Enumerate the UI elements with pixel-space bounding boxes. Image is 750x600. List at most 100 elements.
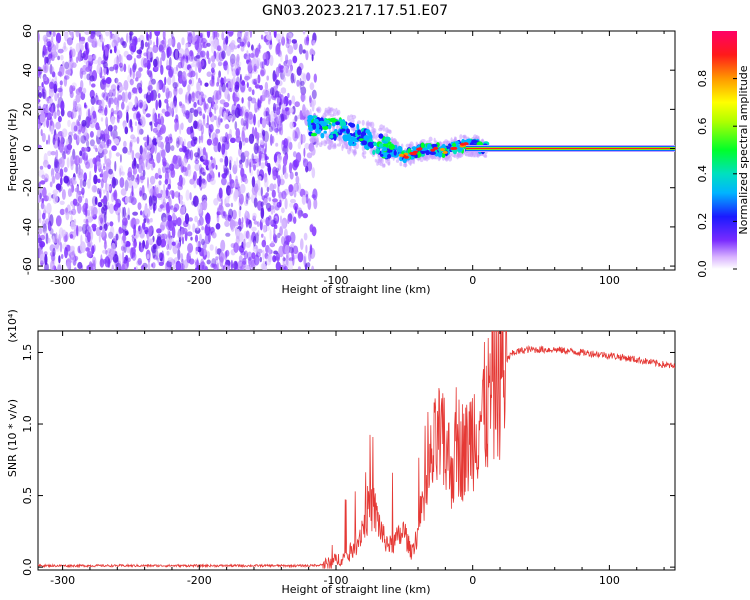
noise-blob: [69, 246, 76, 258]
noise-blob: [292, 129, 295, 140]
noise-blob: [63, 175, 69, 184]
signal-halo: [354, 145, 357, 150]
noise-blob: [217, 61, 223, 67]
noise-blob: [236, 37, 242, 43]
noise-blob: [142, 222, 146, 230]
noise-blob: [140, 265, 146, 270]
noise-blob: [172, 212, 176, 221]
signal-peak: [409, 151, 415, 155]
noise-blob: [168, 56, 172, 69]
noise-blob: [309, 95, 312, 104]
noise-blob: [87, 216, 93, 223]
noise-blob: [216, 45, 221, 52]
noise-blob: [156, 81, 160, 94]
noise-blob: [276, 107, 281, 116]
noise-blob: [90, 231, 94, 241]
noise-blob: [210, 177, 216, 186]
noise-blob: [275, 33, 282, 42]
noise-blob: [120, 36, 124, 43]
noise-blob: [220, 239, 226, 252]
noise-blob: [224, 140, 230, 150]
noise-blob: [251, 78, 257, 85]
noise-blob: [231, 103, 237, 115]
noise-blob: [66, 257, 72, 270]
noise-blob: [89, 75, 95, 82]
noise-blob: [63, 41, 67, 50]
noise-blob: [113, 235, 116, 242]
noise-blob: [85, 203, 89, 210]
noise-blob: [96, 129, 101, 138]
noise-blob: [309, 243, 313, 255]
noise-blob: [152, 243, 157, 250]
noise-blob: [302, 49, 306, 54]
noise-blob: [99, 187, 103, 192]
signal-halo: [425, 140, 431, 144]
noise-blob: [142, 169, 146, 177]
snr-axes: -300 -200 -100 0 100 0.0 0.5 1.0 1.5: [21, 331, 675, 587]
noise-blob: [91, 223, 97, 229]
noise-blob: [230, 202, 234, 208]
noise-blob: [280, 173, 284, 181]
noise-blob: [284, 244, 290, 255]
noise-blob: [142, 136, 149, 141]
noise-blob: [185, 149, 192, 160]
noise-blob: [114, 77, 119, 84]
noise-blob: [38, 90, 40, 96]
noise-blob: [61, 254, 64, 259]
noise-blob: [130, 45, 134, 55]
noise-blob: [225, 232, 231, 237]
signal-halo: [386, 158, 391, 166]
noise-blob: [137, 225, 143, 235]
noise-blob: [57, 185, 63, 192]
noise-blob: [259, 256, 262, 263]
noise-blob: [216, 117, 221, 128]
noise-blob: [284, 172, 289, 180]
noise-blob: [164, 98, 169, 104]
noise-blob: [179, 194, 183, 202]
signal-halo: [409, 160, 412, 166]
noise-blob: [212, 263, 217, 269]
noise-blob: [268, 218, 274, 226]
noise-blob: [193, 180, 197, 189]
noise-blob: [177, 248, 181, 261]
signal-core: [351, 136, 356, 141]
noise-blob: [287, 45, 294, 55]
noise-blob: [103, 243, 108, 249]
noise-blob: [289, 107, 294, 113]
noise-blob: [313, 73, 317, 83]
noise-blob: [114, 160, 117, 172]
noise-blob: [138, 87, 143, 94]
noise-blob: [248, 133, 255, 144]
noise-blob: [99, 213, 102, 224]
noise-blob: [102, 149, 105, 158]
noise-blob: [294, 206, 297, 214]
noise-blob: [176, 42, 181, 51]
noise-blob: [198, 175, 202, 188]
noise-blob: [85, 218, 89, 227]
noise-blob: [300, 80, 305, 86]
noise-blob: [86, 140, 90, 148]
noise-blob: [101, 83, 104, 90]
noise-blob: [230, 259, 233, 270]
noise-blob: [63, 145, 69, 154]
spectrogram-content: [38, 31, 675, 270]
noise-blob: [305, 50, 309, 61]
noise-blob: [108, 149, 112, 160]
noise-blob: [235, 68, 240, 76]
noise-blob: [299, 131, 302, 144]
noise-blob: [225, 35, 229, 45]
snr-content: [38, 331, 675, 569]
noise-blob: [210, 82, 215, 87]
noise-blob: [138, 242, 145, 253]
snr-ytick-label: 0.5: [21, 487, 34, 505]
noise-blob: [198, 164, 203, 176]
noise-blob: [54, 109, 57, 120]
noise-blob: [206, 251, 210, 259]
noise-blob: [175, 260, 182, 270]
noise-blob: [42, 212, 46, 220]
noise-blob: [301, 134, 306, 144]
noise-blob: [313, 198, 318, 210]
noise-blob: [172, 66, 179, 75]
noise-blob: [167, 76, 172, 86]
signal-halo: [341, 144, 344, 152]
